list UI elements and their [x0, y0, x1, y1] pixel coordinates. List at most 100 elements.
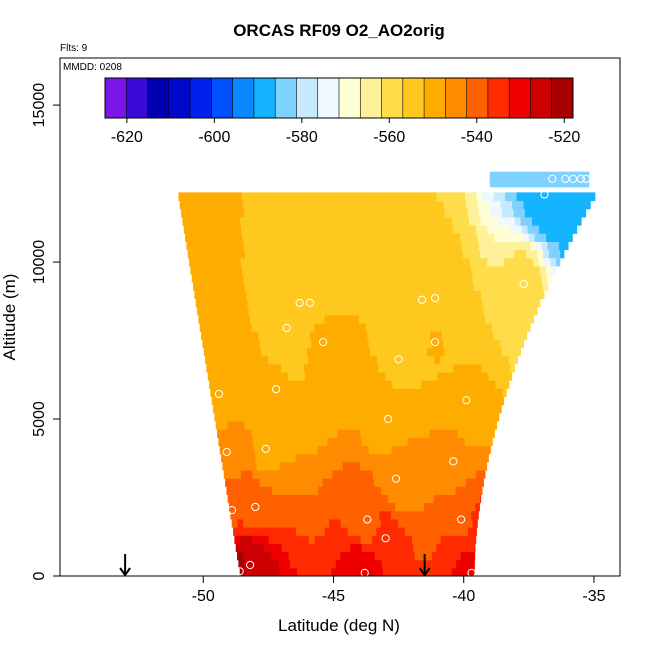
heatmap-cell	[248, 200, 255, 210]
heatmap-cell	[509, 290, 516, 300]
heatmap-cell	[411, 216, 418, 226]
heatmap-cell	[462, 420, 469, 430]
heatmap-cell	[388, 567, 396, 576]
heatmap-cell	[433, 420, 440, 430]
heatmap-cell	[416, 388, 424, 398]
heatmap-cell	[210, 355, 218, 365]
observation-point	[251, 502, 260, 512]
heatmap-cell	[478, 453, 486, 463]
heatmap-cell	[279, 567, 287, 576]
heatmap-cell	[287, 437, 294, 446]
heatmap-cell	[271, 339, 278, 349]
heatmap-cell	[308, 567, 315, 576]
heatmap-cell	[392, 486, 399, 495]
heatmap-cell	[264, 404, 271, 414]
heatmap-cell	[315, 192, 323, 202]
heatmap-cell	[470, 225, 477, 234]
heatmap-cell	[301, 559, 308, 569]
heatmap-cell	[371, 567, 378, 576]
heatmap-cell	[242, 233, 249, 242]
heatmap-cell	[528, 298, 535, 308]
heatmap-cell	[307, 314, 314, 324]
heatmap-cell	[291, 429, 298, 438]
heatmap-cell	[350, 265, 358, 275]
heatmap-cell	[243, 241, 251, 251]
heatmap-cell	[354, 355, 361, 365]
heatmap-cell	[342, 567, 350, 576]
heatmap-cell	[247, 404, 254, 414]
heatmap-cell	[475, 396, 482, 406]
heatmap-cell	[351, 233, 358, 242]
heatmap-cell	[234, 322, 241, 332]
heatmap-cell	[272, 241, 279, 251]
heatmap-cell	[338, 469, 345, 479]
heatmap-cell	[209, 380, 216, 389]
heatmap-cell	[348, 494, 355, 504]
heatmap-cell	[252, 469, 259, 479]
heatmap-cell	[377, 535, 384, 544]
heatmap-cell	[404, 486, 411, 495]
heatmap-cell	[283, 241, 291, 251]
heatmap-cell	[304, 543, 311, 553]
heatmap-cell	[390, 543, 397, 553]
heatmap-cell	[275, 298, 283, 308]
heatmap-cell	[350, 192, 357, 202]
heatmap-cell	[284, 453, 291, 463]
heatmap-cell	[347, 208, 354, 218]
heatmap-cell	[394, 249, 401, 259]
heatmap-cell	[264, 265, 272, 275]
x-tick-label: -35	[582, 588, 605, 605]
heatmap-cell	[301, 282, 309, 291]
heatmap-cell	[460, 339, 467, 349]
heatmap-cell	[254, 551, 261, 561]
heatmap-cell	[513, 282, 521, 291]
heatmap-cell	[363, 551, 370, 561]
heatmap-cell	[357, 445, 364, 455]
heatmap-cell	[256, 355, 263, 365]
heatmap-cell	[329, 347, 337, 357]
heatmap-cell	[362, 404, 369, 414]
heatmap-cell	[496, 388, 504, 398]
heatmap-cell	[268, 355, 275, 365]
heatmap-cell	[251, 322, 258, 332]
heatmap-cell	[278, 527, 286, 536]
heatmap-cell	[479, 282, 486, 291]
heatmap-cell	[433, 559, 440, 569]
heatmap-cell	[294, 339, 301, 349]
heatmap-cell	[439, 420, 446, 430]
heatmap-cell	[382, 249, 389, 259]
heatmap-cell	[265, 306, 273, 316]
heatmap-cell	[293, 265, 300, 275]
heatmap-cell	[276, 404, 283, 414]
heatmap-cell	[383, 322, 390, 332]
heatmap-cell	[530, 241, 537, 251]
heatmap-cell	[195, 192, 202, 202]
heatmap-cell	[330, 388, 338, 398]
heatmap-cell	[218, 298, 226, 308]
heatmap-cell	[405, 494, 412, 504]
heatmap-cell	[423, 429, 430, 438]
heatmap-cell	[495, 380, 502, 389]
heatmap-cell	[378, 257, 385, 267]
heatmap-cell	[237, 273, 244, 283]
heatmap-cell	[517, 233, 524, 242]
heatmap-cell	[362, 265, 369, 275]
colorbar-tick-label: -560	[373, 129, 405, 146]
heatmap-cell	[239, 494, 246, 504]
heatmap-cell	[260, 380, 267, 389]
heatmap-cell	[403, 200, 410, 210]
heatmap-cell	[193, 249, 200, 259]
y-tick-label: 0	[31, 571, 48, 580]
heatmap-cell	[219, 339, 226, 349]
heatmap-cell	[298, 192, 306, 202]
heatmap-cell	[530, 208, 537, 218]
heatmap-cell	[404, 347, 411, 357]
heatmap-cell	[216, 388, 223, 398]
heatmap-cell	[261, 388, 269, 398]
heatmap-cell	[244, 388, 252, 398]
heatmap-cell	[242, 200, 250, 210]
heatmap-cell	[347, 559, 354, 569]
heatmap-cell	[303, 429, 310, 438]
heatmap-cell	[213, 404, 220, 414]
heatmap-cell	[185, 200, 192, 210]
